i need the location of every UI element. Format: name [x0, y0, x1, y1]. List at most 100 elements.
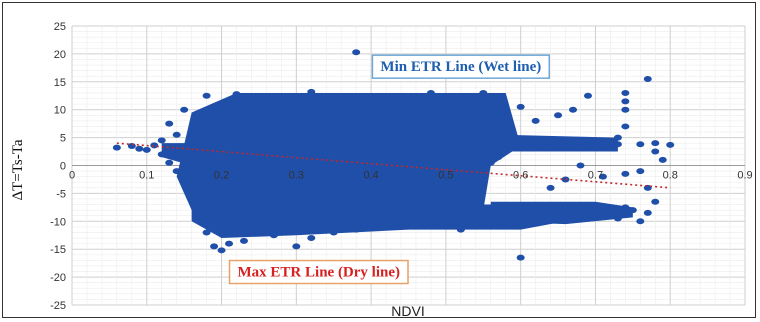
- data-point: [180, 106, 189, 113]
- data-point: [464, 109, 473, 116]
- data-point: [591, 142, 600, 149]
- data-point: [486, 159, 495, 166]
- data-point: [202, 92, 211, 99]
- data-point: [292, 215, 301, 222]
- point-cloud: [161, 92, 633, 239]
- data-point: [636, 218, 645, 225]
- data-point: [232, 91, 241, 98]
- y-tick-label: -25: [50, 300, 66, 312]
- y-tick-label: 25: [54, 21, 66, 33]
- data-point: [127, 142, 136, 149]
- y-tick-label: 5: [60, 133, 66, 145]
- point-cloud-region: [191, 204, 566, 239]
- data-point: [187, 195, 196, 202]
- data-point: [516, 103, 525, 110]
- x-axis-label: NDVI: [391, 303, 424, 319]
- data-point: [561, 142, 570, 149]
- data-point: [501, 142, 510, 149]
- x-tick-label: 0.8: [663, 170, 678, 182]
- y-axis-label: ΔT=Ts-Ta: [10, 139, 26, 200]
- data-point: [269, 232, 278, 239]
- x-tick-label: 0.1: [139, 170, 154, 182]
- data-point: [157, 137, 166, 144]
- data-point: [382, 190, 391, 197]
- data-point: [337, 221, 346, 228]
- data-point: [269, 187, 278, 194]
- data-point: [397, 156, 406, 163]
- data-point: [307, 88, 316, 95]
- data-point: [636, 168, 645, 175]
- y-tick-label: 10: [54, 105, 66, 117]
- data-point: [606, 208, 615, 215]
- data-point: [217, 247, 226, 254]
- data-point: [494, 154, 503, 161]
- data-point: [426, 89, 435, 96]
- data-point: [456, 131, 465, 138]
- data-point: [621, 106, 630, 113]
- data-point: [613, 134, 622, 141]
- data-point: [142, 146, 151, 153]
- data-point: [456, 226, 465, 233]
- data-point: [157, 151, 166, 158]
- data-point: [299, 162, 308, 169]
- x-tick-label: 0.7: [588, 170, 603, 182]
- data-point: [210, 154, 219, 161]
- data-point: [195, 190, 204, 197]
- x-tick-labels: 0 0.1 0.2 0.3 0.4 0.5 0.6 0.7 0.8 0.9: [69, 170, 753, 182]
- data-point: [621, 123, 630, 130]
- data-point: [554, 112, 563, 119]
- data-point: [516, 254, 525, 261]
- data-point: [172, 168, 181, 175]
- data-point: [367, 95, 376, 102]
- data-point: [135, 145, 144, 152]
- annotation-dry-line: Max ETR Line (Dry line): [228, 259, 409, 285]
- data-point: [666, 141, 675, 148]
- annotation-dry-label: Max ETR Line (Dry line): [238, 265, 401, 281]
- data-point: [636, 141, 645, 148]
- y-tick-label: 0: [60, 161, 66, 173]
- data-point: [643, 76, 652, 83]
- y-tick-label: 20: [54, 49, 66, 61]
- data-point: [479, 221, 488, 228]
- y-tick-label: 15: [54, 77, 66, 89]
- data-point: [210, 243, 219, 250]
- data-point: [591, 209, 600, 216]
- data-point: [621, 204, 630, 211]
- data-point: [426, 195, 435, 202]
- data-point: [314, 182, 323, 189]
- x-tick-label: 0: [69, 170, 75, 182]
- data-point: [352, 49, 361, 56]
- data-point: [112, 144, 121, 151]
- data-point: [651, 148, 660, 155]
- data-point: [613, 215, 622, 222]
- data-point: [165, 120, 174, 127]
- annotation-dry-box: [228, 259, 409, 285]
- data-point: [404, 103, 413, 110]
- data-point: [404, 218, 413, 225]
- data-point: [165, 159, 174, 166]
- data-point: [329, 117, 338, 124]
- y-tick-labels: 25 20 15 10 5 0 -5 -10 -15 -20 -25: [50, 21, 66, 312]
- data-point: [628, 207, 637, 214]
- data-point: [494, 217, 503, 224]
- data-point: [352, 226, 361, 233]
- data-point: [539, 212, 548, 219]
- data-point: [621, 98, 630, 105]
- data-point: [307, 235, 316, 242]
- data-point: [441, 173, 450, 180]
- data-point: [598, 173, 607, 180]
- data-point: [546, 184, 555, 191]
- data-point: [531, 117, 540, 124]
- data-points: [112, 49, 675, 261]
- annotation-wet-box: [371, 54, 551, 79]
- data-point: [247, 207, 256, 214]
- data-point: [172, 131, 181, 138]
- data-point: [254, 106, 263, 113]
- data-point: [621, 89, 630, 96]
- data-point: [195, 212, 204, 219]
- data-point: [367, 221, 376, 228]
- x-tick-label: 0.9: [737, 170, 752, 182]
- data-point: [232, 129, 241, 136]
- data-point: [262, 151, 271, 158]
